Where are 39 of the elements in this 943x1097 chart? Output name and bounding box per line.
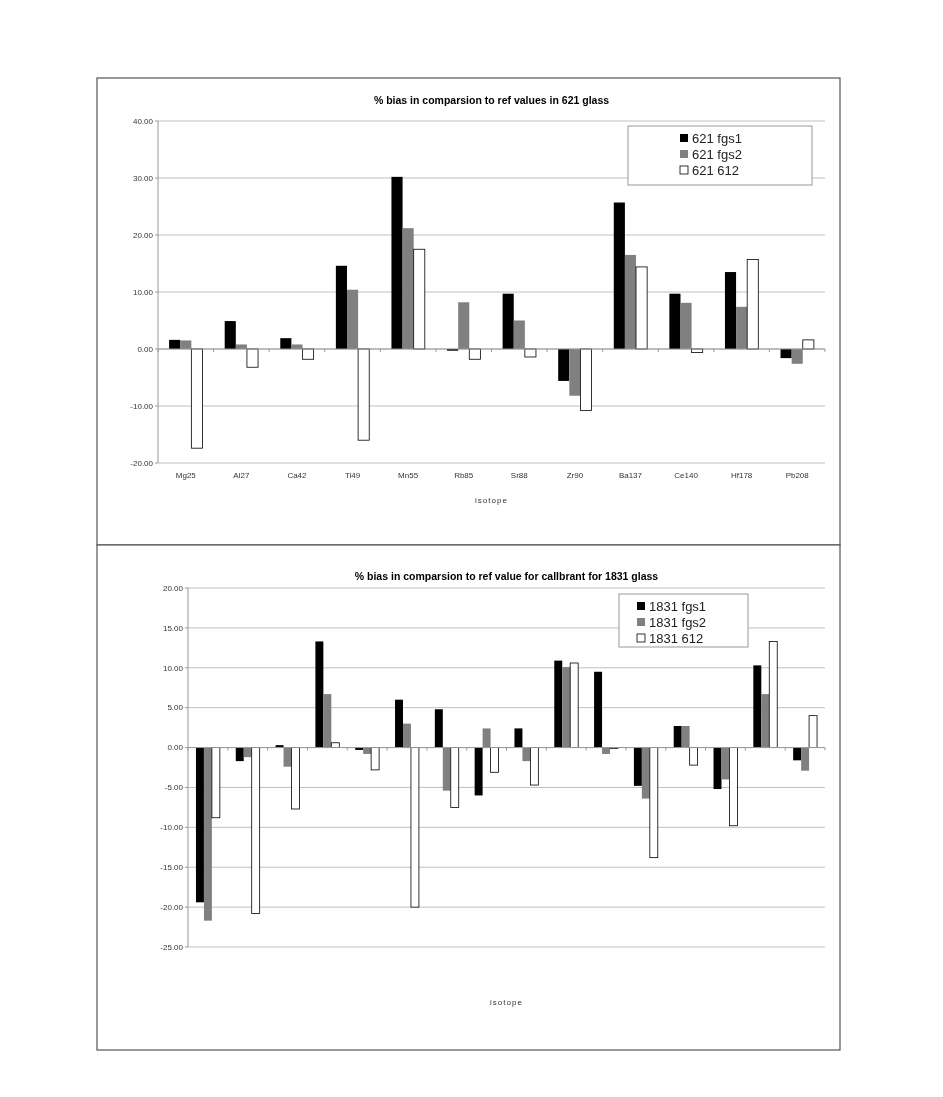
y-tick-label: -5.00 (164, 783, 184, 793)
y-tick-label: 40.00 (132, 116, 154, 126)
x-tick-label: Al27 (233, 471, 250, 480)
y-tick-label: -20.00 (160, 902, 184, 912)
legend-label: 1831 612 (649, 630, 704, 646)
y-tick-label: 20.00 (132, 230, 154, 240)
y-tick-label: 10.00 (132, 287, 154, 297)
y-tick-label: -15.00 (160, 863, 184, 873)
x-tick-label: Sr88 (510, 471, 529, 480)
y-tick-label: -20.00 (130, 458, 154, 468)
x-tick-label: Ba137 (618, 471, 643, 480)
x-tick-label: Zr90 (566, 471, 584, 480)
legend-label: 621 612 (692, 162, 739, 178)
chart-title: % bias in comparsion to ref value for callbrant for 1831 glass (354, 570, 659, 582)
y-tick-label: 0.00 (137, 344, 154, 354)
legend-label: 1831 fgs1 (649, 598, 707, 614)
y-tick-label: 5.00 (167, 703, 184, 713)
x-tick-label: Rb85 (454, 471, 474, 480)
legend-label: 621 fgs1 (692, 130, 742, 146)
y-tick-label: 10.00 (162, 663, 184, 673)
legend-label: 1831 fgs2 (649, 614, 707, 630)
y-tick-label: 0.00 (167, 743, 184, 753)
x-tick-label: Ti49 (344, 471, 361, 480)
y-tick-label: -10.00 (160, 823, 184, 833)
x-axis-title: isotope (490, 998, 523, 1007)
y-tick-label: 30.00 (132, 173, 154, 183)
chart-title: % bias in comparsion to ref values in 621 glass (373, 94, 610, 106)
y-tick-label: -25.00 (160, 942, 184, 952)
y-tick-label: 15.00 (162, 623, 184, 633)
x-tick-label: Ce140 (674, 471, 699, 480)
x-tick-label: Mn55 (398, 471, 419, 480)
x-tick-label: Mg25 (175, 471, 197, 480)
x-axis-title: isotope (475, 496, 508, 505)
x-tick-label: Hf178 (730, 471, 753, 480)
y-tick-label: -10.00 (130, 401, 154, 411)
legend-label: 621 fgs2 (692, 146, 742, 162)
y-tick-label: 20.00 (162, 583, 184, 593)
x-tick-label: Ca42 (287, 471, 308, 480)
x-tick-label: Pb208 (785, 471, 810, 480)
